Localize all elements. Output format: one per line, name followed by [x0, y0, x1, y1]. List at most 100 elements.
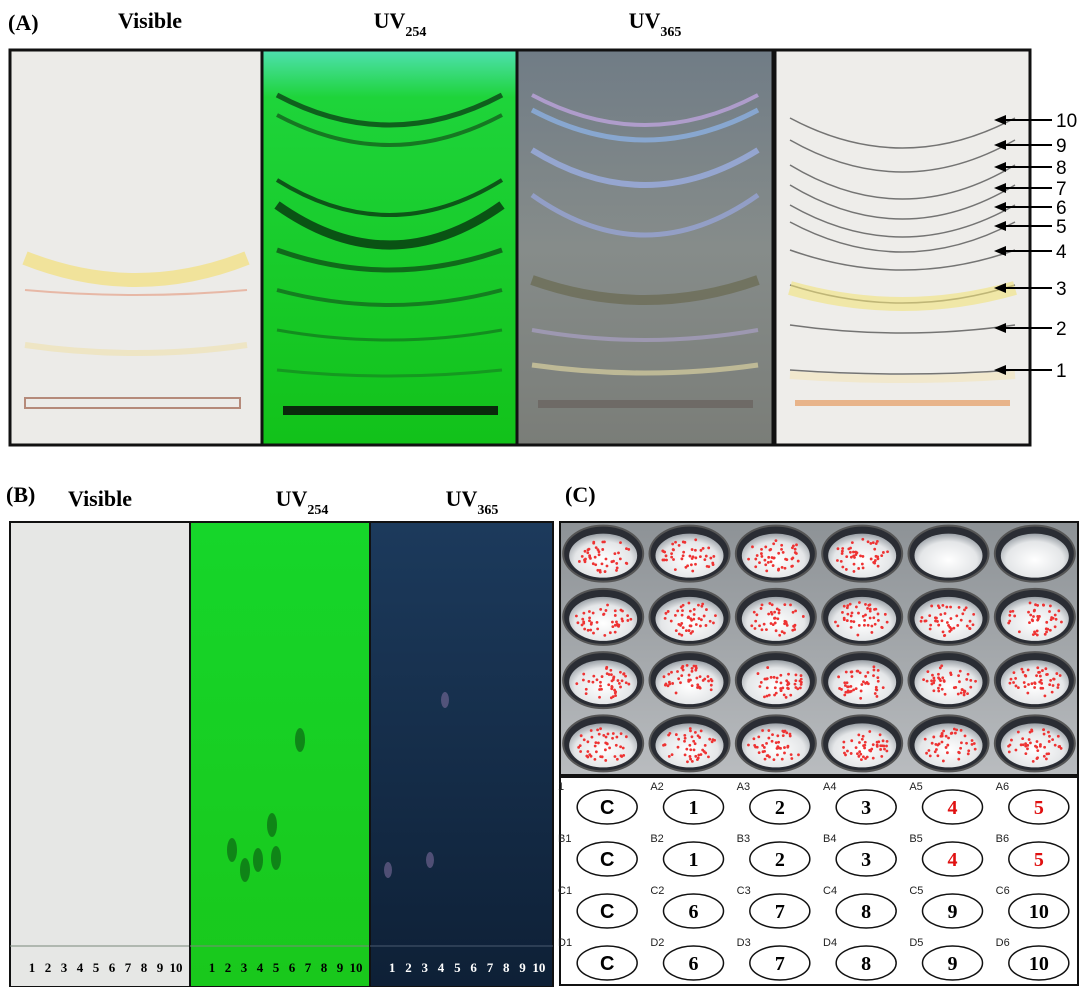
colony: [854, 605, 858, 609]
colony: [843, 684, 847, 687]
colony: [943, 692, 947, 696]
colony: [777, 551, 781, 555]
well-sample: C: [600, 901, 614, 923]
colony: [860, 562, 864, 566]
colony: [590, 735, 594, 739]
colony: [692, 739, 696, 743]
colony: [774, 629, 778, 633]
colony: [864, 613, 867, 617]
colony: [858, 671, 862, 675]
colony: [684, 629, 688, 633]
colony: [687, 673, 691, 677]
colony: [694, 556, 698, 560]
colony: [759, 680, 763, 684]
colony: [616, 679, 620, 682]
colony: [692, 607, 696, 611]
colony: [583, 627, 587, 631]
colony: [843, 681, 847, 685]
colony: [1014, 748, 1018, 752]
colony: [771, 623, 775, 627]
colony: [1008, 743, 1012, 747]
colony: [862, 623, 866, 627]
colony: [1042, 728, 1045, 731]
colony: [852, 550, 855, 554]
well-id: A3: [737, 781, 750, 793]
colony: [712, 621, 715, 625]
colony: [1051, 684, 1055, 687]
colony: [783, 566, 787, 570]
colony: [621, 609, 624, 613]
colony: [794, 679, 798, 683]
colony: [777, 611, 781, 615]
lane-number: 1: [209, 960, 216, 975]
colony: [754, 557, 758, 561]
well-id: A2: [650, 781, 663, 793]
colony: [852, 620, 856, 624]
colony: [680, 633, 684, 637]
colony: [783, 619, 787, 623]
colony: [867, 603, 871, 607]
colony: [855, 551, 859, 555]
colony: [596, 741, 600, 745]
colony: [863, 743, 867, 747]
lane-number: 2: [225, 960, 232, 975]
colony: [849, 752, 853, 755]
colony: [836, 624, 840, 628]
colony: [850, 541, 854, 545]
colony: [704, 751, 708, 755]
colony: [587, 610, 591, 613]
fraction-number: 9: [1056, 136, 1067, 157]
colony: [1050, 690, 1054, 694]
colony: [610, 673, 613, 677]
panel-heading: Visible: [68, 486, 132, 511]
colony: [591, 562, 595, 566]
colony: [962, 691, 966, 694]
colony: [925, 679, 929, 683]
arrow-head: [994, 221, 1006, 231]
band: [275, 92, 504, 128]
colony: [1030, 682, 1034, 686]
colony: [597, 732, 601, 736]
well-outline: [1008, 893, 1070, 929]
colony: [960, 741, 963, 745]
colony: [880, 626, 884, 630]
colony: [938, 683, 942, 687]
colony: [615, 757, 619, 761]
colony: [961, 612, 965, 616]
well-outline: [576, 789, 638, 825]
colony: [624, 681, 628, 685]
well: [741, 723, 810, 768]
colony: [849, 546, 852, 550]
colony: [755, 613, 759, 617]
colony: [1056, 734, 1060, 738]
colony: [689, 617, 693, 621]
colony: [1013, 614, 1017, 618]
colony: [710, 740, 714, 744]
colony: [774, 741, 778, 745]
colony: [677, 737, 681, 741]
colony: [787, 672, 790, 676]
well-sample: 4: [948, 797, 958, 819]
colony: [671, 548, 675, 551]
colony: [664, 554, 668, 558]
tlc-plate: [369, 521, 554, 987]
well-id: B2: [650, 833, 663, 845]
colony: [1032, 609, 1036, 613]
colony: [850, 739, 854, 743]
colony: [671, 682, 675, 685]
colony: [596, 728, 599, 732]
colony: [941, 603, 945, 607]
colony: [698, 555, 702, 559]
colony: [846, 612, 850, 616]
colony: [1035, 740, 1039, 743]
colony: [781, 734, 785, 738]
colony: [967, 749, 971, 753]
spot: [441, 692, 449, 708]
colony: [619, 745, 622, 749]
colony: [681, 603, 685, 607]
colony: [849, 555, 853, 559]
colony: [1043, 694, 1047, 698]
fraction-number: 4: [1056, 242, 1067, 263]
colony: [691, 555, 695, 559]
colony: [1017, 630, 1021, 634]
